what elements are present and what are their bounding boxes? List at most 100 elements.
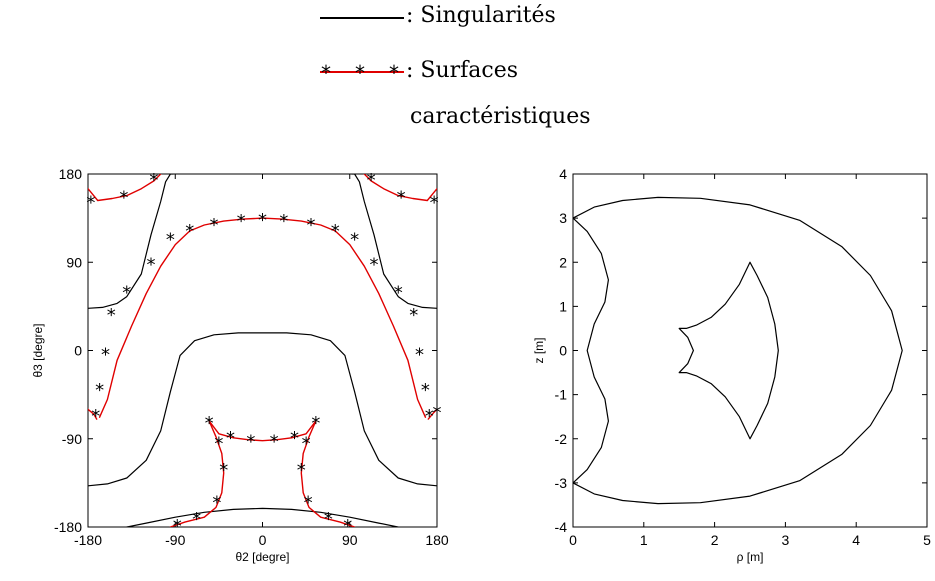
surface-curve [98,217,427,418]
asterisk-marker: * [306,215,315,236]
y-tick-label: -1 [555,387,568,403]
legend-marker: * [355,61,365,85]
asterisk-marker: * [214,434,223,455]
asterisk-marker: * [369,254,378,275]
y-tick-label: 4 [559,166,567,182]
x-tick-label: 5 [923,532,931,548]
surface-curve [208,420,317,442]
y-tick-label: 180 [59,166,83,182]
asterisk-marker: * [107,305,116,326]
y-axis-label: θ3 [degre] [31,323,45,377]
x-axis-label: θ2 [degre] [235,550,289,564]
y-tick-label: 1 [559,298,567,314]
asterisk-marker: * [185,221,194,242]
surface-curve [169,420,225,527]
asterisk-marker: * [192,509,201,530]
asterisk-marker: * [397,188,406,209]
asterisk-marker: * [394,283,403,304]
surface-curve [300,420,356,527]
series-group [573,196,903,505]
singularity-curve [573,196,903,505]
y-tick-label: -3 [555,475,568,491]
y-tick-label: -4 [555,519,568,535]
x-axis-label: ρ [m] [737,550,764,564]
x-tick-label: -180 [74,532,102,548]
singularity-curve [678,261,779,440]
asterisk-marker: * [311,413,320,434]
legend-marker: * [389,61,399,85]
y-tick-label: -180 [54,519,82,535]
asterisk-marker: * [219,460,228,481]
singularity-curve [351,174,437,309]
chart-2: 0 1 2 3 4 5 4 3 2 1 0 -1 -2 -3 -4 ρ [m] z [m] [532,166,931,564]
asterisk-marker: * [258,210,267,231]
asterisk-marker: * [119,188,128,209]
surface-curve [363,174,437,202]
asterisk-marker: * [95,380,104,401]
legend-singularity-label: : Singularités [406,3,556,28]
asterisk-marker: * [430,192,439,213]
x-tick-label: -90 [165,532,185,548]
y-tick-label: -2 [555,431,568,447]
x-tick-label: 1 [640,532,648,548]
asterisk-marker: * [343,516,352,537]
y-tick-label: 90 [66,254,82,270]
asterisk-marker: * [147,254,156,275]
y-tick-label: 0 [74,343,82,359]
legend-singularity-swatch [320,17,404,19]
asterisk-marker: * [212,493,221,514]
asterisk-marker: * [226,428,235,449]
plot-frame [572,173,928,528]
asterisk-marker: * [86,192,95,213]
y-tick-label: 2 [559,254,567,270]
asterisk-marker: * [279,211,288,232]
asterisk-marker: * [324,509,333,530]
x-tick-label: 3 [782,532,790,548]
singularity-curve [123,507,402,527]
singularity-curve [88,332,437,487]
chart-1: -180 -90 0 90 180 -180 -90 0 90 180 θ2 [degre] θ3 [… [31,166,449,564]
y-tick-label: 0 [559,343,567,359]
asterisk-marker: * [302,434,311,455]
surface-curve [88,408,98,420]
asterisk-marker: * [122,283,131,304]
x-tick-label: 180 [425,532,449,548]
x-tick-label: 0 [569,532,577,548]
asterisk-marker: * [166,230,175,251]
asterisk-marker: * [425,406,434,427]
asterisk-marker: * [415,344,424,365]
x-tick-label: 2 [711,532,719,548]
asterisk-marker: * [173,516,182,537]
legend-surface-label: : Surfaces [406,58,519,83]
asterisk-marker: * [149,170,158,191]
y-tick-label: 3 [559,210,567,226]
x-tick-label: 90 [342,532,358,548]
singularity-curve [88,174,174,309]
series-group [88,174,437,527]
asterisk-marker: * [101,344,110,365]
asterisk-marker: * [237,211,246,232]
asterisk-marker: * [210,215,219,236]
singularity-curve [573,217,610,484]
legend-marker: * [321,61,331,85]
asterisk-marker: * [421,380,430,401]
asterisk-marker: * [433,402,442,423]
asterisk-marker: * [331,221,340,242]
asterisk-marker: * [91,406,100,427]
asterisk-marker: * [297,460,306,481]
asterisk-marker: * [367,170,376,191]
asterisk-marker: * [409,305,418,326]
legend-surface-swatch: * * * [320,61,404,85]
legend-surface-label-line2: caractéristiques [410,104,591,129]
x-tick-label: 0 [259,532,267,548]
y-tick-label: -90 [62,431,82,447]
y-axis-label: z [m] [532,338,546,364]
asterisk-marker: * [205,413,214,434]
asterisk-marker: * [246,432,255,453]
asterisk-marker: * [290,428,299,449]
surface-curve [88,174,162,202]
surface-curve [427,408,437,420]
asterisk-marker: * [304,493,313,514]
